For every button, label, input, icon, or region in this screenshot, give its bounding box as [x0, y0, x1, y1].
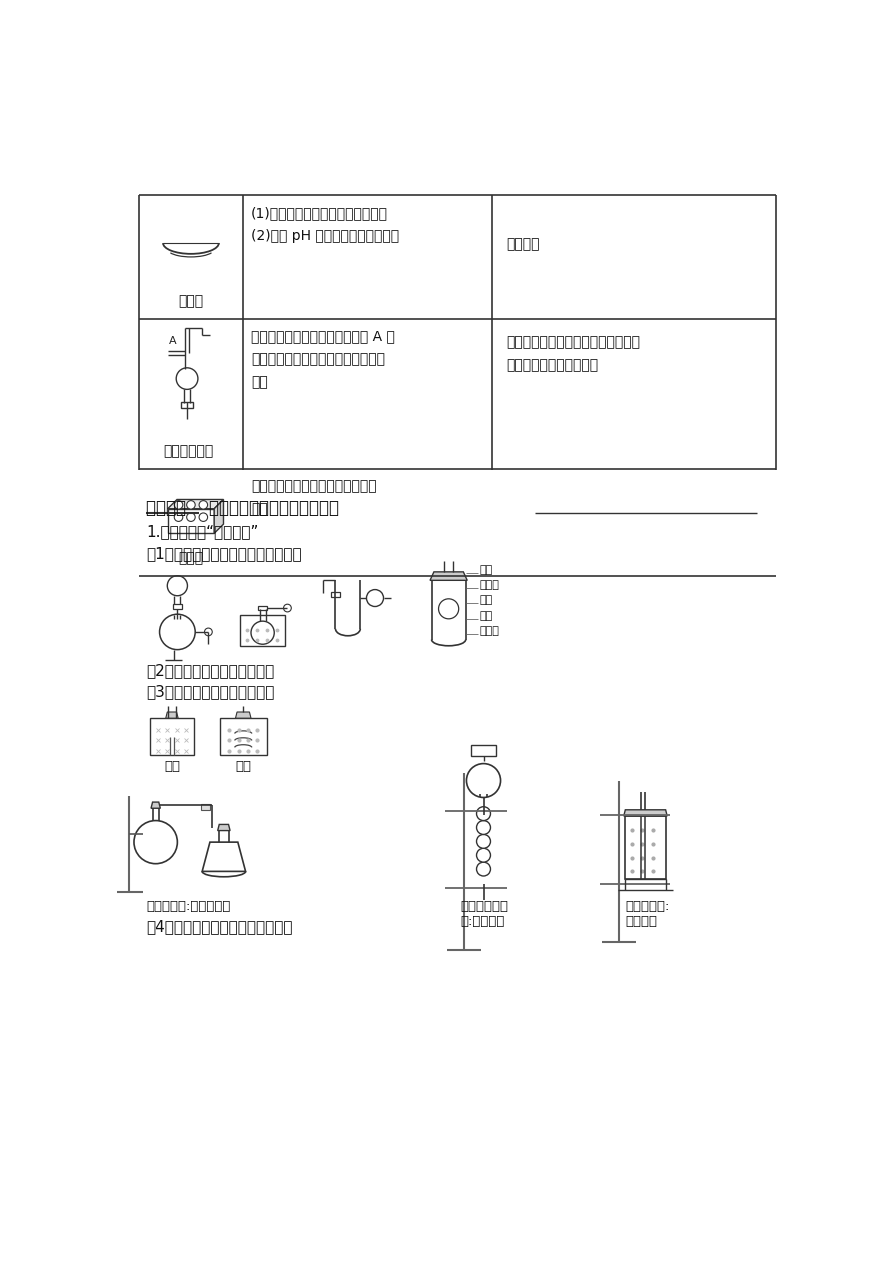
Bar [150, 718, 194, 755]
Polygon shape [430, 572, 467, 581]
Text: 体时上部玻璃塞不要取下: 体时上部玻璃塞不要取下 [506, 358, 599, 372]
Circle shape [168, 575, 187, 596]
Text: （3）可用于冷凝或冷却的装置: （3）可用于冷凝或冷却的装置 [146, 684, 275, 699]
Text: (2)用于 pH 试纸等试纸的变色实验: (2)用于 pH 试纸等试纸的变色实验 [251, 230, 399, 244]
Text: 实验: 实验 [251, 502, 268, 516]
Bar [240, 615, 285, 646]
Circle shape [204, 628, 212, 636]
Text: 不可加热: 不可加热 [506, 237, 540, 251]
Text: 烧杯: 烧杯 [480, 596, 493, 606]
Text: （4）可用于气体干燥或除杂的装置: （4）可用于气体干燥或除杂的装置 [146, 919, 293, 934]
Text: A: A [169, 336, 177, 346]
Circle shape [476, 820, 491, 834]
Circle shape [160, 615, 195, 650]
Bar [181, 401, 194, 408]
Bar [258, 606, 268, 611]
Text: 碎底: 碎底 [480, 564, 493, 574]
Circle shape [251, 621, 274, 644]
Text: （2）可以测量气体体积的装置: （2）可以测量气体体积的装置 [146, 664, 275, 679]
Text: 流下: 流下 [251, 376, 268, 390]
Circle shape [284, 604, 292, 612]
Text: （1）符合启普发生器原理的制气装置: （1）符合启普发生器原理的制气装置 [146, 545, 302, 560]
Text: 多孔: 多孔 [480, 611, 493, 621]
Text: 化学定性分析中做显色或沉淠点滴: 化学定性分析中做显色或沉淠点滴 [251, 480, 376, 493]
Text: 1.实验仪器的“多器一用”: 1.实验仪器的“多器一用” [146, 524, 259, 539]
Circle shape [174, 512, 183, 521]
Polygon shape [218, 824, 230, 830]
Text: 塑料片: 塑料片 [480, 626, 500, 636]
Circle shape [476, 834, 491, 848]
Text: 长导管作用:
冷凝回流: 长导管作用: 冷凝回流 [625, 900, 670, 928]
Circle shape [177, 367, 198, 390]
Circle shape [467, 764, 500, 798]
Text: 用于反应中随时添加液体，其中 A 管: 用于反应中随时添加液体，其中 A 管 [251, 329, 395, 343]
Circle shape [476, 806, 491, 820]
Bar [331, 592, 340, 597]
Text: 长导管作用:冷凝、导气: 长导管作用:冷凝、导气 [146, 900, 231, 912]
Polygon shape [235, 712, 251, 718]
Bar [173, 604, 182, 608]
Polygon shape [168, 509, 214, 534]
Bar [471, 745, 496, 756]
Bar [201, 804, 210, 810]
Text: 冰水: 冰水 [164, 760, 180, 772]
Circle shape [174, 501, 183, 509]
Circle shape [199, 512, 208, 521]
Text: 大试管: 大试管 [480, 581, 500, 589]
Text: 使用前需检查是否漏水；用于制取气: 使用前需检查是否漏水；用于制取气 [506, 336, 640, 350]
Text: 表面皿: 表面皿 [178, 294, 203, 308]
Circle shape [439, 598, 458, 618]
Polygon shape [202, 842, 245, 871]
Text: 球形冷凝管作
用:冷凝回流: 球形冷凝管作 用:冷凝回流 [460, 900, 508, 928]
Circle shape [134, 820, 178, 863]
Circle shape [186, 501, 195, 509]
Text: 冰水: 冰水 [235, 760, 252, 772]
Text: 恒压滴液漏斗: 恒压滴液漏斗 [163, 444, 214, 458]
Text: 的作用是平衡气压，使液体能够顺利: 的作用是平衡气压，使液体能够顺利 [251, 352, 385, 366]
Polygon shape [214, 500, 224, 534]
Polygon shape [166, 712, 178, 718]
Circle shape [476, 848, 491, 862]
Circle shape [186, 512, 195, 521]
Circle shape [476, 862, 491, 876]
Polygon shape [151, 803, 161, 808]
Text: (1)做烧杯、蒸发皿等容器的盖子；: (1)做烧杯、蒸发皿等容器的盖子； [251, 206, 388, 220]
Text: 点滴板: 点滴板 [178, 551, 203, 565]
Polygon shape [168, 500, 224, 509]
Bar [220, 718, 267, 755]
Text: 知识点二    化学实验常用仪器的创新应用: 知识点二 化学实验常用仪器的创新应用 [146, 500, 339, 517]
Bar [625, 817, 665, 880]
Circle shape [367, 589, 384, 607]
Polygon shape [624, 810, 667, 817]
Circle shape [199, 501, 208, 509]
